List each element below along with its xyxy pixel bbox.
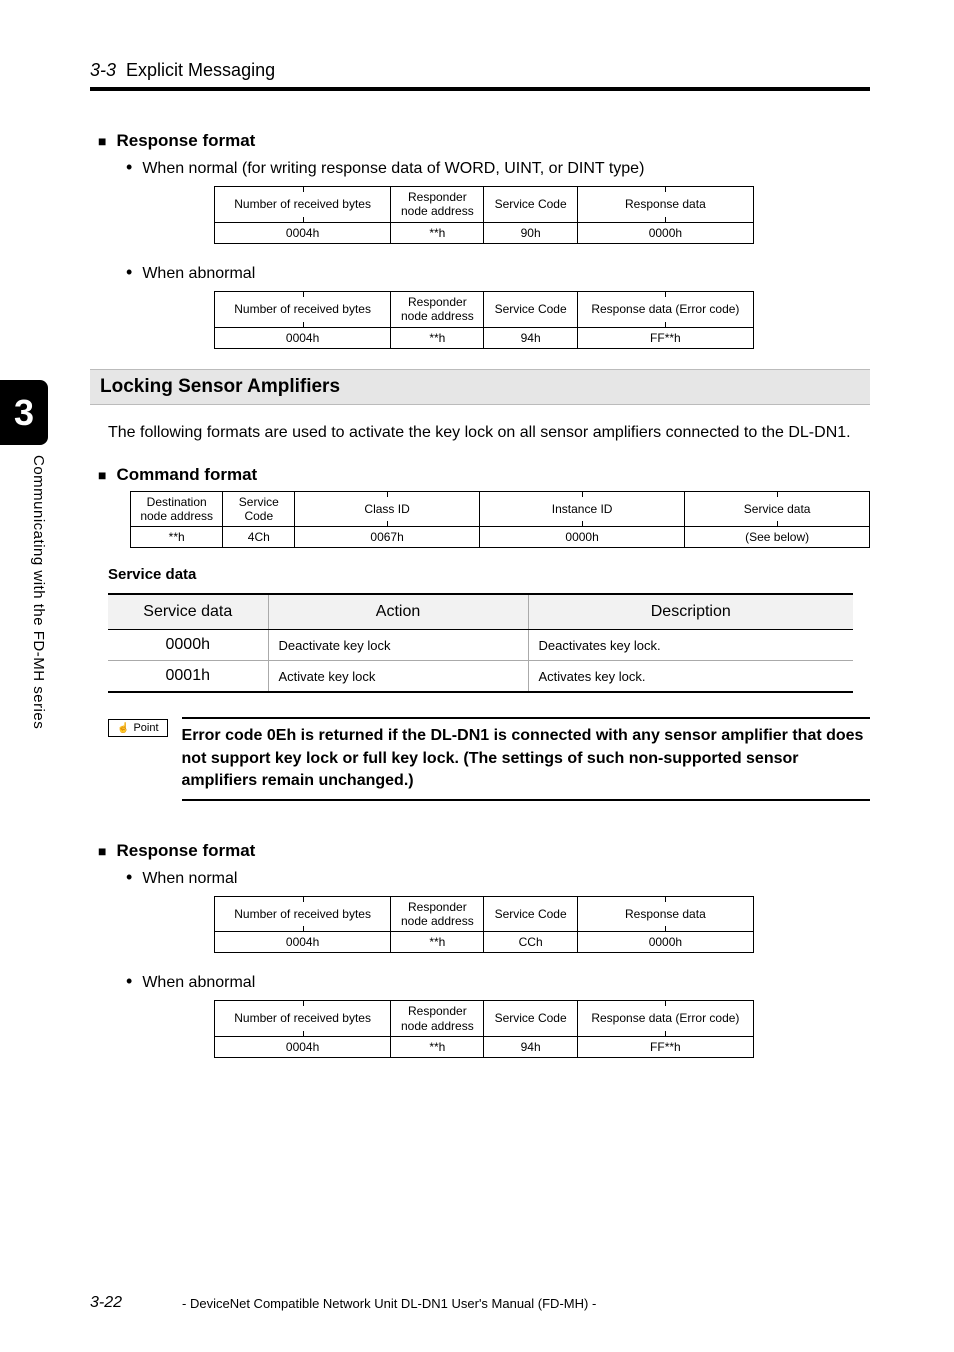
resp2-heading: Response format (98, 841, 870, 861)
td: Deactivate key lock (268, 630, 528, 661)
th: Service Code (484, 1001, 577, 1037)
th: Number of received bytes (215, 187, 391, 223)
section-title: Explicit Messaging (126, 60, 275, 80)
td: 94h (484, 1037, 577, 1058)
td: 0000h (577, 932, 753, 953)
page-content: 3-3 Explicit Messaging Response format W… (90, 60, 870, 1076)
th: Responder node address (391, 291, 484, 327)
resp2-bullet-abnormal: When abnormal (126, 971, 870, 992)
section-header: 3-3 Explicit Messaging (90, 60, 870, 87)
divider (90, 87, 870, 91)
td: **h (131, 527, 223, 548)
chapter-tab: 3 (0, 380, 48, 445)
table-row: 0000h Deactivate key lock Deactivates ke… (108, 630, 853, 661)
th: Service data (108, 594, 268, 630)
td: 0000h (108, 630, 268, 661)
th: Responder node address (391, 1001, 484, 1037)
td: **h (391, 222, 484, 243)
th: Response data (Error code) (577, 1001, 753, 1037)
section-number: 3-3 (90, 60, 116, 80)
td: Deactivates key lock. (528, 630, 853, 661)
td: 0000h (479, 527, 684, 548)
resp1-table-abnormal: Number of received bytes Responder node … (214, 291, 754, 349)
td: 94h (484, 327, 577, 348)
th: Service Code (484, 187, 577, 223)
th: Response data (577, 187, 753, 223)
th: Action (268, 594, 528, 630)
td: 0004h (215, 1037, 391, 1058)
resp2-bullet-normal: When normal (126, 867, 870, 888)
resp2-table-abnormal: Number of received bytes Responder node … (214, 1000, 754, 1058)
table-row: 0001h Activate key lock Activates key lo… (108, 661, 853, 693)
point-callout: Point Error code 0Eh is returned if the … (108, 717, 870, 800)
side-text: Communicating with the FD-MH series (30, 455, 47, 729)
th: Destination node address (131, 491, 223, 527)
td: (See below) (685, 527, 870, 548)
cmd-heading: Command format (98, 465, 870, 485)
th: Number of received bytes (215, 896, 391, 932)
th: Response data (Error code) (577, 291, 753, 327)
resp1-heading: Response format (98, 131, 870, 151)
th: Instance ID (479, 491, 684, 527)
th: Responder node address (391, 187, 484, 223)
td: 0001h (108, 661, 268, 693)
td: FF**h (577, 327, 753, 348)
resp1-bullet-normal: When normal (for writing response data o… (126, 157, 870, 178)
resp2-table-normal: Number of received bytes Responder node … (214, 896, 754, 954)
resp1-table-normal: Number of received bytes Responder node … (214, 186, 754, 244)
td: **h (391, 932, 484, 953)
footer-text: - DeviceNet Compatible Network Unit DL-D… (182, 1296, 596, 1311)
td: 90h (484, 222, 577, 243)
td: 0004h (215, 222, 391, 243)
td: 4Ch (223, 527, 295, 548)
th: Number of received bytes (215, 291, 391, 327)
footer: 3-22 - DeviceNet Compatible Network Unit… (90, 1294, 870, 1312)
td: 0067h (295, 527, 480, 548)
td: 0004h (215, 932, 391, 953)
td: CCh (484, 932, 577, 953)
service-data-heading: Service data (108, 566, 870, 583)
th: Service data (685, 491, 870, 527)
cmd-table: Destination node address Service Code Cl… (130, 491, 870, 549)
td: Activates key lock. (528, 661, 853, 693)
locking-para: The following formats are used to activa… (108, 421, 870, 445)
td: 0004h (215, 327, 391, 348)
th: Responder node address (391, 896, 484, 932)
point-text: Error code 0Eh is returned if the DL-DN1… (182, 717, 870, 800)
resp1-bullet-abnormal: When abnormal (126, 262, 870, 283)
th: Service Code (223, 491, 295, 527)
page-number: 3-22 (90, 1294, 122, 1312)
th: Number of received bytes (215, 1001, 391, 1037)
th: Service Code (484, 896, 577, 932)
point-badge: Point (108, 719, 168, 737)
th: Description (528, 594, 853, 630)
td: Activate key lock (268, 661, 528, 693)
th: Response data (577, 896, 753, 932)
th: Class ID (295, 491, 480, 527)
locking-heading: Locking Sensor Amplifiers (90, 369, 870, 405)
td: FF**h (577, 1037, 753, 1058)
service-table: Service data Action Description 0000h De… (108, 593, 853, 693)
td: 0000h (577, 222, 753, 243)
td: **h (391, 1037, 484, 1058)
td: **h (391, 327, 484, 348)
th: Service Code (484, 291, 577, 327)
